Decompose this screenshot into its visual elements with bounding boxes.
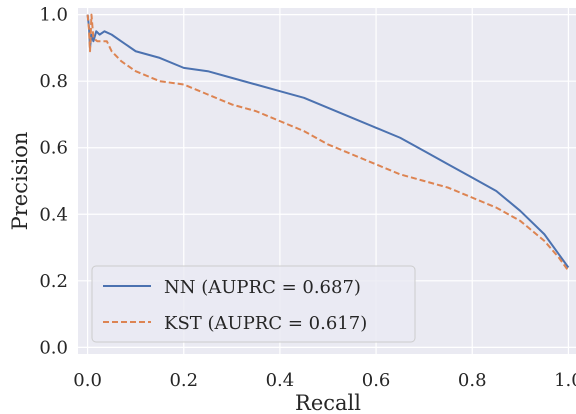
series-line-kst: [86, 13, 570, 272]
y-axis-title: Precision: [8, 132, 32, 231]
x-tick-label: 0.6: [362, 370, 391, 391]
x-tick-labels: 0.0 0.2 0.4 0.6 0.8 1.0: [73, 370, 576, 391]
x-tick-label: 0.8: [458, 370, 487, 391]
y-tick-label: 0.4: [39, 204, 68, 225]
legend-box: [91, 265, 416, 343]
legend: NN (AUPRC = 0.687) KST (AUPRC = 0.617): [91, 265, 416, 343]
series-line-nn: [86, 14, 570, 269]
x-tick-label: 1.0: [554, 370, 576, 391]
x-axis-title: Recall: [295, 391, 361, 414]
series-lines: [86, 13, 570, 272]
y-tick-label: 0.8: [39, 71, 68, 92]
y-tick-label: 0.2: [39, 271, 68, 292]
x-tick-label: 0.0: [73, 370, 102, 391]
y-tick-label: 0.0: [39, 337, 68, 358]
y-tick-labels: 0.0 0.2 0.4 0.6 0.8 1.0: [39, 5, 68, 359]
legend-label-nn: NN (AUPRC = 0.687): [164, 277, 361, 298]
legend-label-kst: KST (AUPRC = 0.617): [164, 313, 367, 334]
x-tick-label: 0.4: [266, 370, 295, 391]
y-tick-label: 0.6: [39, 138, 68, 159]
y-tick-label: 1.0: [39, 5, 68, 26]
x-tick-label: 0.2: [169, 370, 198, 391]
